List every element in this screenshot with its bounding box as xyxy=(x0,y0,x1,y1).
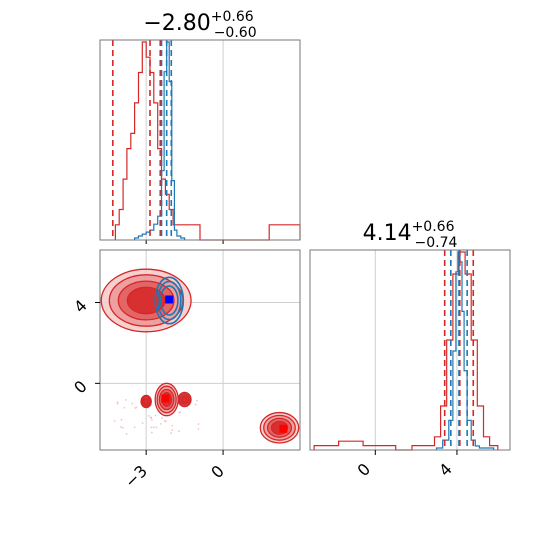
contour-level xyxy=(181,395,188,404)
scatter-point xyxy=(120,426,122,428)
y-tick-label: 0 xyxy=(70,377,91,398)
scatter-point xyxy=(116,402,119,405)
marginal-x-frame xyxy=(99,39,301,241)
scatter-point xyxy=(150,426,153,429)
contour-level xyxy=(154,276,185,325)
marginal-y-title: 4.14+0.66 −0.74 xyxy=(363,219,458,251)
contour-level xyxy=(143,398,150,405)
scatter-point xyxy=(197,428,200,430)
scatter-point xyxy=(154,414,157,417)
scatter-point xyxy=(149,416,152,419)
histogram-series-1 xyxy=(134,41,186,240)
peak-marker xyxy=(161,394,170,403)
histogram-series-1 xyxy=(435,251,495,450)
marginal-y-panel: 4.14+0.66 −0.74 0 4 xyxy=(309,219,511,480)
scatter-point xyxy=(141,422,144,425)
scatter-point xyxy=(125,399,127,401)
histogram-series-0 xyxy=(114,41,301,241)
marginal-y-frame xyxy=(309,249,511,451)
x-tick-label: 4 xyxy=(435,459,456,480)
scatter-point xyxy=(161,417,163,420)
scatter-point xyxy=(197,423,200,425)
scatter-point xyxy=(170,432,172,434)
scatter-point xyxy=(125,433,128,435)
contour-level xyxy=(159,285,179,316)
contour-level xyxy=(156,280,182,321)
scatter-point xyxy=(148,414,150,417)
scatter-point xyxy=(171,424,174,427)
x-tick-label: 0 xyxy=(207,461,228,482)
scatter-point xyxy=(131,402,134,405)
marginal-x-panel: −2.80+0.66 −0.60 xyxy=(99,9,301,244)
scatter-point xyxy=(121,426,124,429)
peak-marker xyxy=(165,295,174,304)
scatter-point xyxy=(133,426,136,429)
scatter-point xyxy=(152,426,155,429)
joint-frame xyxy=(99,249,301,451)
marginal-x-title: −2.80+0.66 −0.60 xyxy=(143,9,256,41)
peak-marker xyxy=(279,424,288,433)
scatter-point xyxy=(120,418,123,421)
scatter-point xyxy=(177,430,180,432)
scatter-point xyxy=(150,418,153,421)
x-tick-label: −3 xyxy=(121,461,151,491)
histogram-series-0 xyxy=(313,251,499,451)
y-tick-label: 4 xyxy=(70,296,91,317)
scatter-point xyxy=(159,422,162,425)
scatter-point xyxy=(123,406,126,409)
scatter-point xyxy=(171,429,174,432)
x-tick-label: 0 xyxy=(353,459,374,480)
scatter-point xyxy=(150,431,153,434)
scatter-point xyxy=(113,419,116,422)
joint-panel: −3 0 0 4 xyxy=(70,249,301,492)
scatter-point xyxy=(155,426,158,429)
scatter-point xyxy=(134,407,137,409)
scatter-point xyxy=(194,403,197,406)
scatter-point xyxy=(178,411,181,414)
scatter-point xyxy=(165,420,167,423)
scatter-point xyxy=(116,401,119,404)
scatter-point xyxy=(196,399,198,402)
